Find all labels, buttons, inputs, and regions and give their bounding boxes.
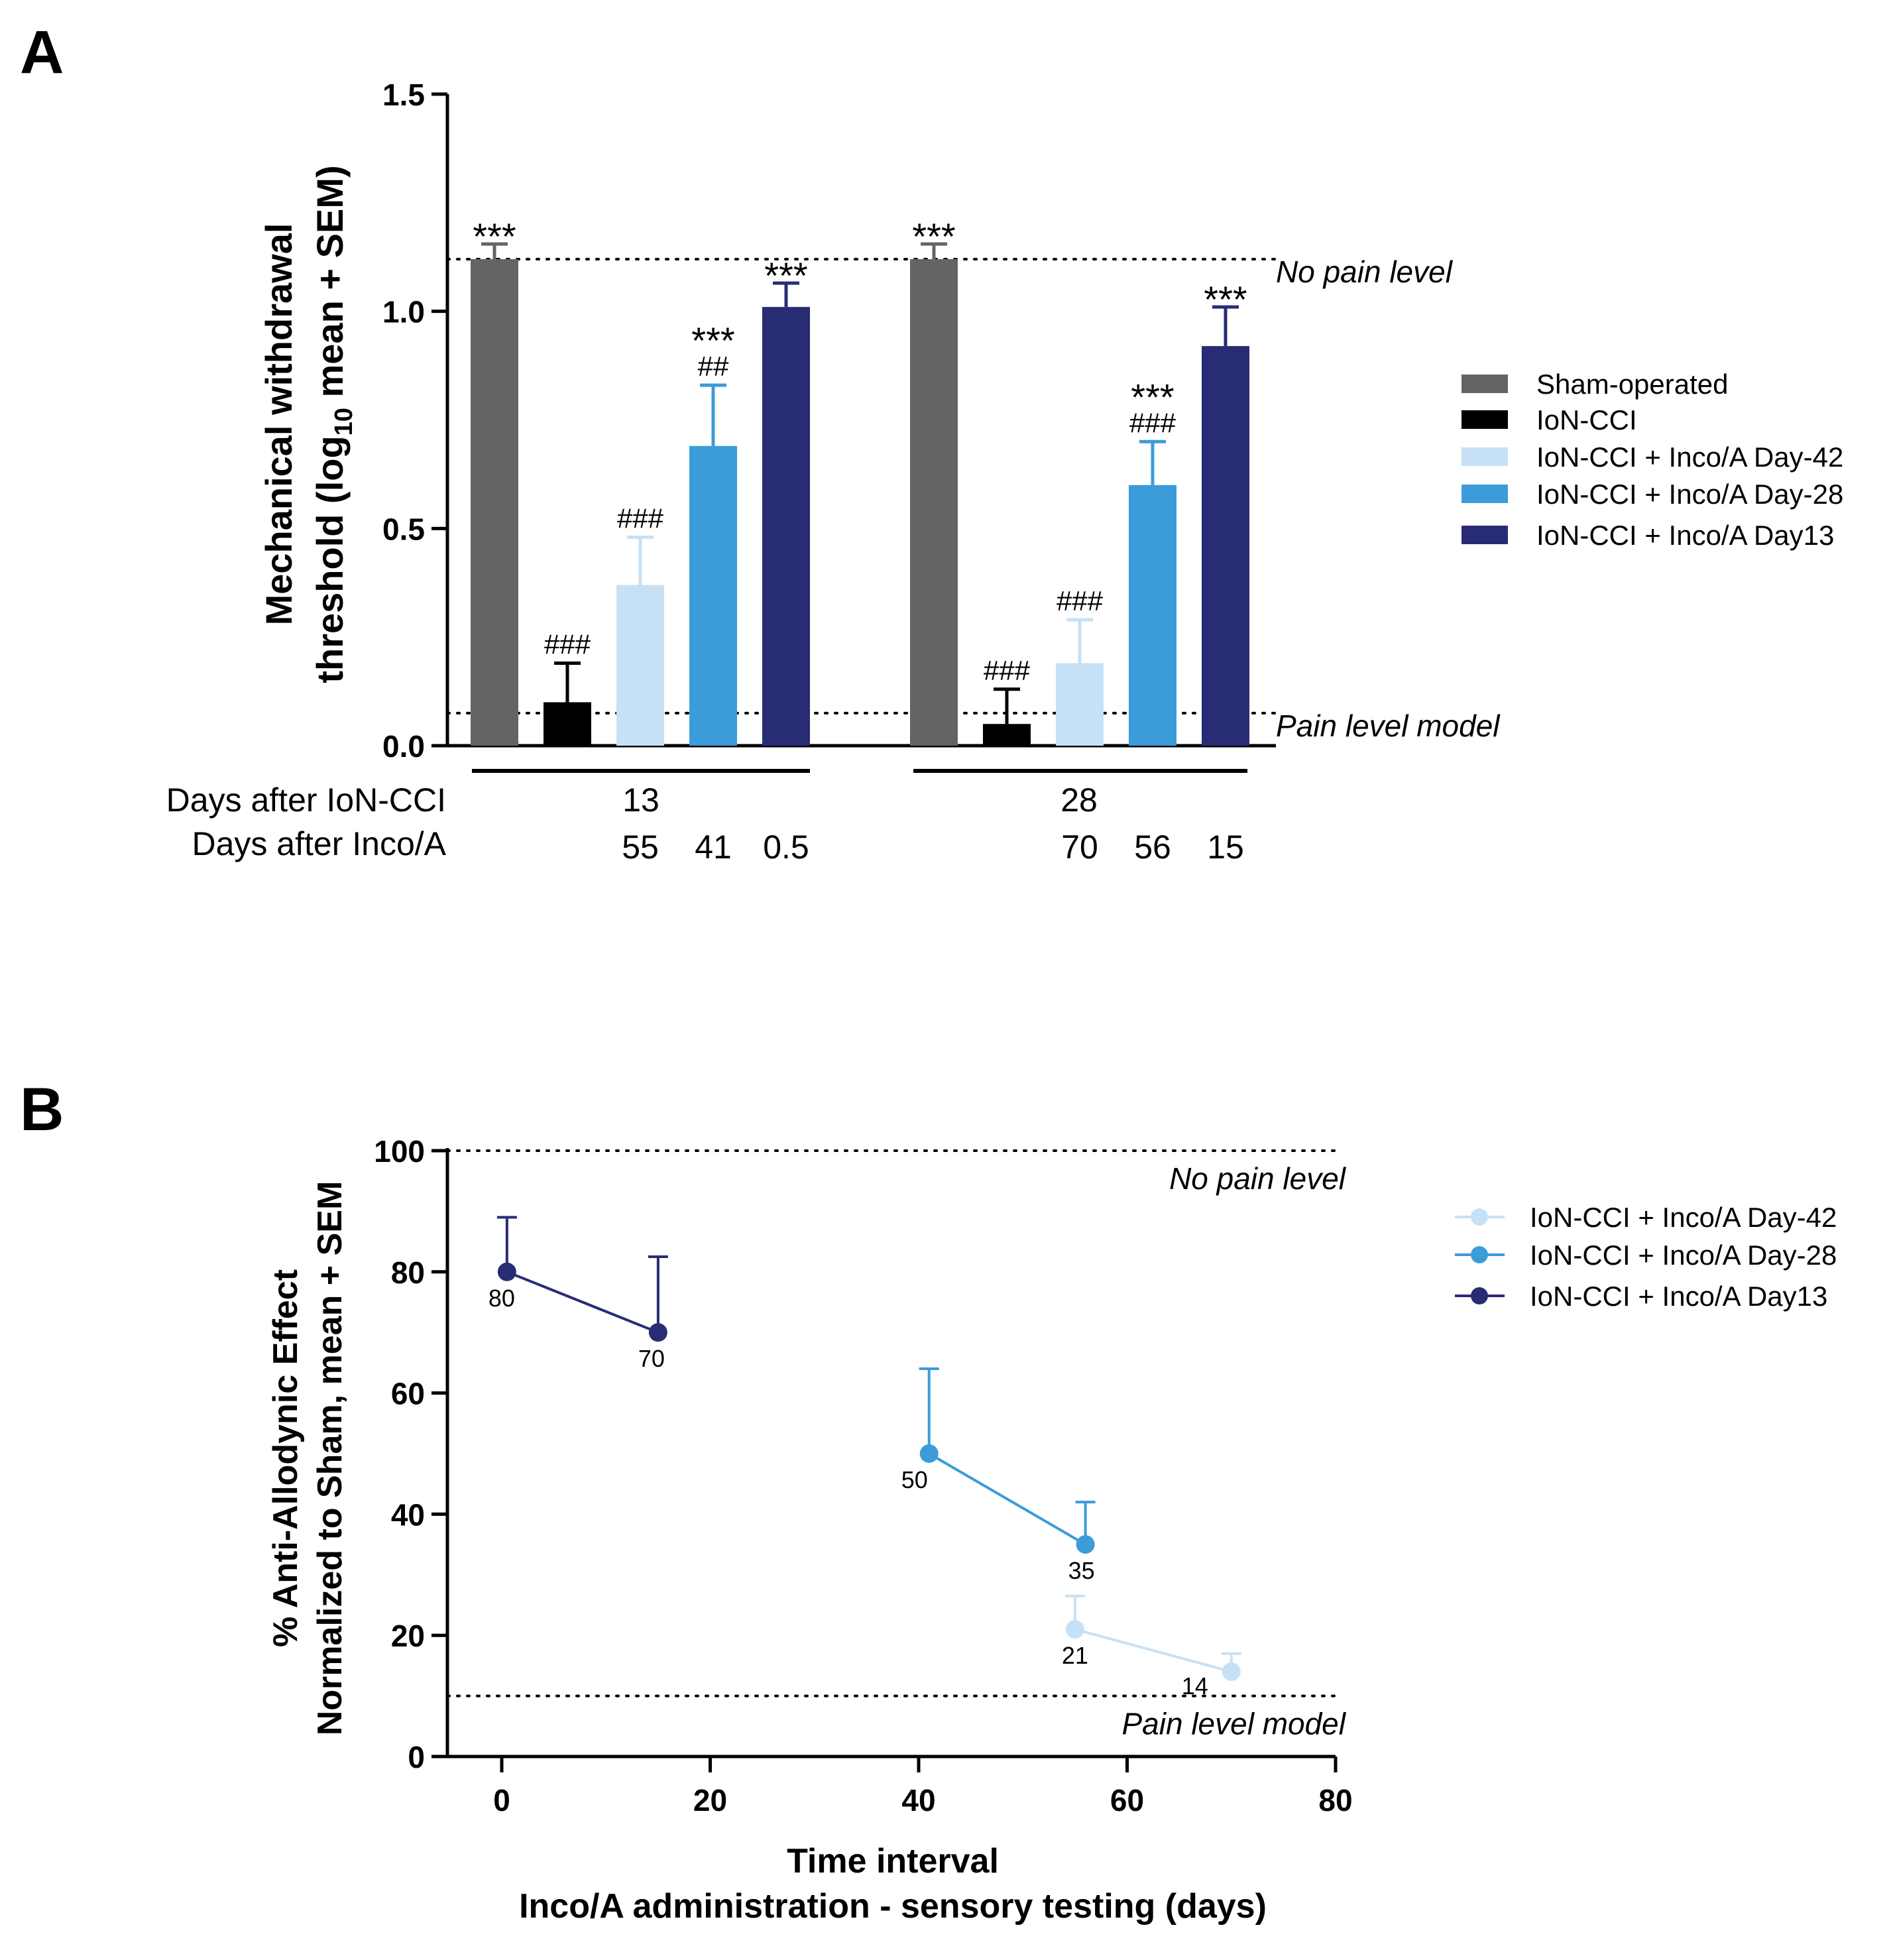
legend-label: IoN-CCI + Inco/A Day-28 bbox=[1536, 479, 1843, 510]
reference-line-label: No pain level bbox=[1169, 1161, 1347, 1196]
data-label: 21 bbox=[1062, 1642, 1088, 1669]
legend-label: IoN-CCI + Inco/A Day13 bbox=[1530, 1281, 1827, 1312]
legend-swatch bbox=[1461, 485, 1508, 503]
days-inco-value: 70 bbox=[1061, 829, 1098, 866]
data-label: 14 bbox=[1182, 1672, 1208, 1700]
days-inco-value: 56 bbox=[1134, 829, 1171, 866]
significance-label: *** bbox=[912, 215, 955, 257]
data-label: 35 bbox=[1068, 1557, 1095, 1584]
y-tick-label: 0.5 bbox=[382, 512, 425, 546]
panel-b-plot: 0 20 40 60 80 100 0 20 40 60 80 No pain level Pain l… bbox=[374, 1134, 1352, 1817]
significance-label: ## bbox=[698, 351, 729, 382]
panel-b-ylabel-line2: Normalized to Sham, mean + SEM bbox=[311, 1181, 349, 1736]
series-line bbox=[928, 1452, 1086, 1546]
significance-label: ### bbox=[544, 628, 591, 660]
panel-b-xlabel-line1: Time interval bbox=[787, 1842, 999, 1880]
days-ion-value: 13 bbox=[622, 781, 659, 819]
days-inco-value: 55 bbox=[622, 829, 659, 866]
panel-letter-a: A bbox=[20, 19, 64, 86]
y-tick-label: 1.0 bbox=[382, 295, 425, 329]
data-point bbox=[497, 1262, 516, 1281]
y-tick-label: 80 bbox=[391, 1255, 425, 1290]
bar bbox=[471, 259, 518, 746]
significance-label: *** bbox=[1131, 376, 1174, 418]
significance-label: *** bbox=[691, 319, 734, 361]
legend-label: IoN-CCI + Inco/A Day13 bbox=[1536, 520, 1834, 551]
significance-label: *** bbox=[764, 255, 807, 296]
data-label: 70 bbox=[638, 1345, 665, 1372]
x-tick-label: 0 bbox=[493, 1783, 510, 1817]
significance-label: ### bbox=[984, 655, 1031, 686]
reference-line-label: Pain level model bbox=[1276, 709, 1501, 743]
reference-line-label: No pain level bbox=[1276, 255, 1454, 289]
series-line bbox=[1074, 1628, 1232, 1673]
reference-line-label: Pain level model bbox=[1121, 1707, 1346, 1741]
legend-label: Sham-operated bbox=[1536, 369, 1729, 400]
bar bbox=[544, 702, 591, 746]
bar bbox=[1202, 346, 1249, 746]
days-inco-value: 15 bbox=[1207, 829, 1244, 866]
data-point bbox=[648, 1323, 667, 1342]
panel-b-legend: IoN-CCI + Inco/A Day-42 IoN-CCI + Inco/A … bbox=[1455, 1202, 1837, 1312]
legend-swatch bbox=[1461, 410, 1508, 429]
data-point bbox=[1076, 1535, 1095, 1554]
legend-label: IoN-CCI bbox=[1536, 404, 1637, 435]
x-tick-label: 60 bbox=[1110, 1783, 1144, 1817]
row-label: Days after IoN-CCI bbox=[166, 781, 446, 819]
panel-b-x-axis-title: Time interval Inco/A administration - se… bbox=[519, 1842, 1267, 1926]
significance-label: ### bbox=[1057, 585, 1104, 616]
data-point bbox=[1222, 1662, 1241, 1682]
days-inco-value: 0.5 bbox=[763, 829, 809, 866]
days-inco-value: 41 bbox=[695, 829, 732, 866]
panel-a-y-axis-title: Mechanical withdrawal threshold (log10 m… bbox=[258, 165, 358, 683]
y-tick-label: 40 bbox=[391, 1497, 425, 1532]
y-tick-label: 20 bbox=[391, 1619, 425, 1653]
data-point bbox=[919, 1444, 939, 1463]
significance-label: ### bbox=[617, 502, 664, 534]
data-point bbox=[1065, 1620, 1084, 1639]
bar bbox=[616, 585, 664, 746]
y-tick-label: 1.5 bbox=[382, 78, 425, 112]
legend-swatch bbox=[1461, 375, 1508, 393]
data-label: 50 bbox=[901, 1466, 928, 1493]
y-tick-label: 0.0 bbox=[382, 729, 425, 764]
legend-marker bbox=[1471, 1208, 1488, 1226]
legend-label: IoN-CCI + Inco/A Day-28 bbox=[1530, 1239, 1837, 1271]
bar bbox=[689, 445, 737, 746]
legend-label: IoN-CCI + Inco/A Day-42 bbox=[1530, 1202, 1837, 1233]
legend-marker bbox=[1471, 1287, 1488, 1304]
legend-swatch bbox=[1461, 447, 1508, 466]
panel-b-y-axis-title: % Anti-Allodynic Effect Normalized to Sh… bbox=[266, 1181, 349, 1736]
legend-marker bbox=[1471, 1246, 1488, 1263]
x-tick-label: 20 bbox=[693, 1783, 727, 1817]
x-tick-label: 80 bbox=[1318, 1783, 1352, 1817]
y-tick-label: 100 bbox=[374, 1134, 425, 1169]
panel-b-xlabel-line2: Inco/A administration - sensory testing … bbox=[519, 1887, 1267, 1926]
legend-swatch bbox=[1461, 526, 1508, 544]
y-tick-label: 60 bbox=[391, 1377, 425, 1411]
series-line bbox=[506, 1270, 659, 1334]
significance-label: *** bbox=[473, 215, 516, 257]
bar bbox=[762, 307, 810, 746]
panel-a-ylabel-line1: Mechanical withdrawal bbox=[258, 223, 300, 626]
row-label: Days after Inco/A bbox=[192, 825, 447, 862]
panel-a-legend: Sham-operated IoN-CCI IoN-CCI + Inco/A Day… bbox=[1461, 369, 1843, 551]
data-label: 80 bbox=[488, 1285, 515, 1312]
bar bbox=[910, 259, 958, 746]
x-tick-label: 40 bbox=[901, 1783, 935, 1817]
bar bbox=[1056, 663, 1104, 746]
significance-label: *** bbox=[1204, 278, 1247, 320]
panel-a-plot: 0.0 0.5 1.0 1.5 No pain level Pain level mode… bbox=[166, 78, 1501, 866]
panel-b-ylabel-line1: % Anti-Allodynic Effect bbox=[266, 1269, 305, 1647]
legend-label: IoN-CCI + Inco/A Day-42 bbox=[1536, 441, 1843, 473]
bar bbox=[983, 724, 1031, 746]
y-tick-label: 0 bbox=[408, 1740, 425, 1774]
panel-letter-b: B bbox=[20, 1076, 64, 1143]
significance-label: ### bbox=[1129, 407, 1176, 438]
days-ion-value: 28 bbox=[1060, 781, 1098, 819]
bar bbox=[1129, 485, 1176, 746]
panel-a-ylabel-line2: threshold (log10 mean + SEM) bbox=[309, 165, 358, 683]
